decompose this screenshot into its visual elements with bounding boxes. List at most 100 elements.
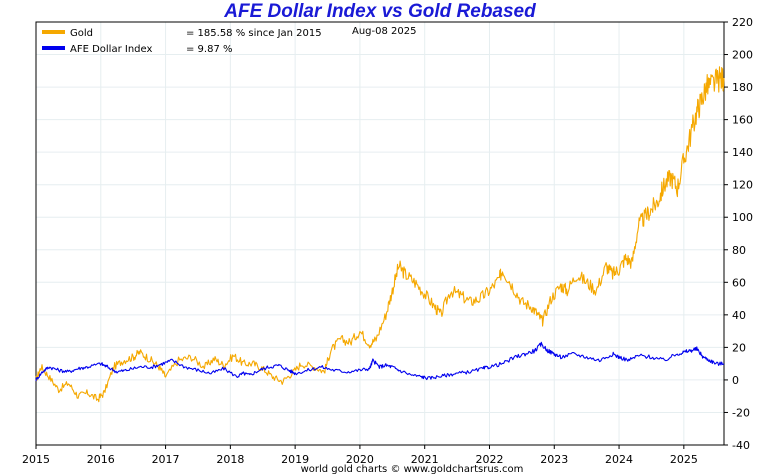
gold-data-point [97,399,98,400]
y-tick-label: 220 [732,16,753,29]
dollar-index-data-point [525,353,526,354]
gold-data-point [424,293,425,294]
legend-label-gold: Gold [70,28,93,39]
dollar-index-data-point [482,368,483,369]
dollar-index-data-point [398,370,399,371]
gold-data-point [719,78,720,79]
dollar-index-data-point [307,370,308,371]
x-tick-label: 2015 [22,453,50,466]
dollar-index-data-point [456,373,457,374]
dollar-index-data-point [152,366,153,367]
gold-data-point [677,187,678,188]
x-tick-label: 2024 [605,453,633,466]
dollar-index-data-point [87,366,88,367]
gold-data-point [392,290,393,291]
gold-data-point [376,339,377,340]
x-tick-label: 2018 [216,453,244,466]
dollar-index-data-point [696,348,697,349]
dollar-index-data-point [385,365,386,366]
gold-data-point [87,392,88,393]
dollar-index-data-point [126,370,127,371]
y-tick-label: 60 [732,276,746,289]
dollar-index-data-point [379,366,380,367]
dollar-index-data-point [295,373,296,374]
gold-data-point [178,360,179,361]
gold-data-point [450,290,451,291]
x-axis: 2015 2016 2017 2018 2019 2020 2021 2022 2023 2024… [22,445,698,466]
dollar-index-data-point [554,353,555,354]
gold-data-point [521,301,522,302]
gold-data-point [512,285,513,286]
gold-data-point [712,83,713,84]
dollar-index-data-point [48,366,49,367]
gold-data-point [542,321,543,322]
dollar-index-data-point [333,370,334,371]
dollar-index-data-point [541,344,542,345]
dollar-index-data-point [664,360,665,361]
gold-data-point [314,366,315,367]
dollar-index-data-point [547,350,548,351]
series-line-gold [35,66,725,403]
x-tick-label: 2019 [281,453,309,466]
dollar-index-data-point [243,373,244,374]
dollar-index-data-point [223,368,224,369]
gold-data-point [576,274,577,275]
dollar-index-data-point [171,360,172,361]
dollar-index-data-point [116,371,117,372]
y-tick-label: 100 [732,211,753,224]
dollar-index-data-point [411,374,412,375]
x-tick-label: 2020 [346,453,374,466]
legend: Gold = 185.58 % since Jan 2015 AFE Dolla… [42,26,417,55]
y-tick-label: 160 [732,114,753,127]
gold-data-point [252,363,253,364]
dollar-index-data-point [259,370,260,371]
dollar-index-data-point [560,357,561,358]
gold-data-point [113,366,114,367]
dollar-index-data-point [269,366,270,367]
gold-data-point [233,355,234,356]
dollar-index-data-point [162,363,163,364]
dollar-index-data-point [703,357,704,358]
gold-data-point [158,366,159,367]
gold-data-point [537,314,538,315]
gold-data-point [149,358,150,359]
dollar-index-data-point [369,368,370,369]
y-axis: -40 -20 0 20 40 60 80 100 120 140 160 180 200 220 [724,16,753,452]
y-tick-label: 120 [732,179,753,192]
y-tick-label: 0 [732,374,739,387]
dollar-index-data-point [437,376,438,377]
dollar-index-data-point [690,350,691,351]
y-tick-label: 40 [732,309,746,322]
gold-data-point [531,306,532,307]
gold-data-point [605,265,606,266]
gold-data-point [440,314,441,315]
gold-data-point [550,298,551,299]
dollar-index-data-point [58,370,59,371]
gold-data-point [502,269,503,270]
gold-data-point [385,314,386,315]
gold-data-point [560,285,561,286]
gold-data-point [706,86,707,87]
gold-data-point [191,357,192,358]
gold-data-point [398,265,399,266]
gold-data-point [638,225,639,226]
gold-data-point [631,262,632,263]
dollar-index-data-point [236,376,237,377]
gold-data-point [204,366,205,367]
gold-data-point [657,200,658,201]
gold-data-point [41,366,42,367]
gold-data-point [696,111,697,112]
gold-data-point [644,217,645,218]
dollar-index-data-point [599,360,600,361]
gold-data-point [434,306,435,307]
y-tick-label: 20 [732,341,746,354]
dollar-index-data-point [586,357,587,358]
y-tick-label: 80 [732,244,746,257]
legend-label-dollar-index: AFE Dollar Index [70,44,152,55]
y-tick-label: -40 [732,439,750,452]
legend-value-dollar-index: = 9.87 % [186,44,233,55]
gold-data-point [414,282,415,283]
x-tick-label: 2022 [475,453,503,466]
gold-data-point [499,278,500,279]
gold-data-point [103,392,104,393]
